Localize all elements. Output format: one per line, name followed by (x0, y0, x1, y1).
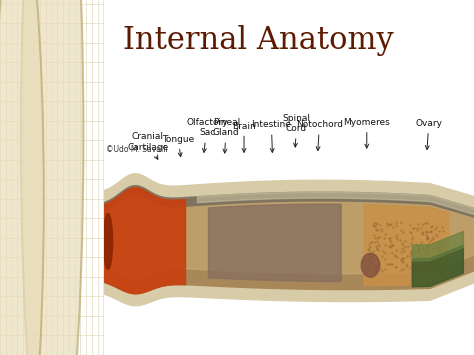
Text: Intestine: Intestine (364, 206, 403, 235)
Text: Cranial
Cartilage: Cranial Cartilage (128, 132, 169, 159)
Text: Gills: Gills (315, 195, 334, 229)
Text: Heart: Heart (335, 196, 360, 228)
Text: Papillae: Papillae (127, 199, 162, 221)
Text: Velar
Tentacle: Velar Tentacle (208, 197, 245, 239)
Text: Pineal
Gland: Pineal Gland (213, 118, 240, 153)
Text: Brain: Brain (232, 121, 256, 152)
Ellipse shape (0, 0, 44, 355)
Ellipse shape (103, 214, 113, 269)
Text: ©Udo M. Savalli: ©Udo M. Savalli (106, 145, 168, 154)
Text: Internal Anatomy: Internal Anatomy (123, 25, 393, 56)
Text: Myomeres: Myomeres (343, 118, 390, 148)
Text: Spinal
Cord: Spinal Cord (283, 114, 310, 147)
Text: Lingual
Muscle: Lingual Muscle (262, 203, 295, 241)
Text: Branchial
Tube: Branchial Tube (241, 193, 284, 234)
Ellipse shape (361, 253, 380, 277)
Ellipse shape (21, 0, 83, 355)
Text: Pharynx: Pharynx (178, 198, 214, 228)
Text: Tooth: Tooth (129, 192, 154, 211)
Text: Olfactory
Sac: Olfactory Sac (186, 118, 228, 152)
Text: Notochord: Notochord (296, 120, 343, 151)
Text: Ovary: Ovary (415, 119, 442, 149)
Text: Intestine: Intestine (251, 120, 292, 152)
Text: Tongue: Tongue (162, 135, 194, 157)
Text: Liver: Liver (404, 214, 426, 241)
Text: Buccal
Cavity: Buccal Cavity (151, 198, 182, 230)
